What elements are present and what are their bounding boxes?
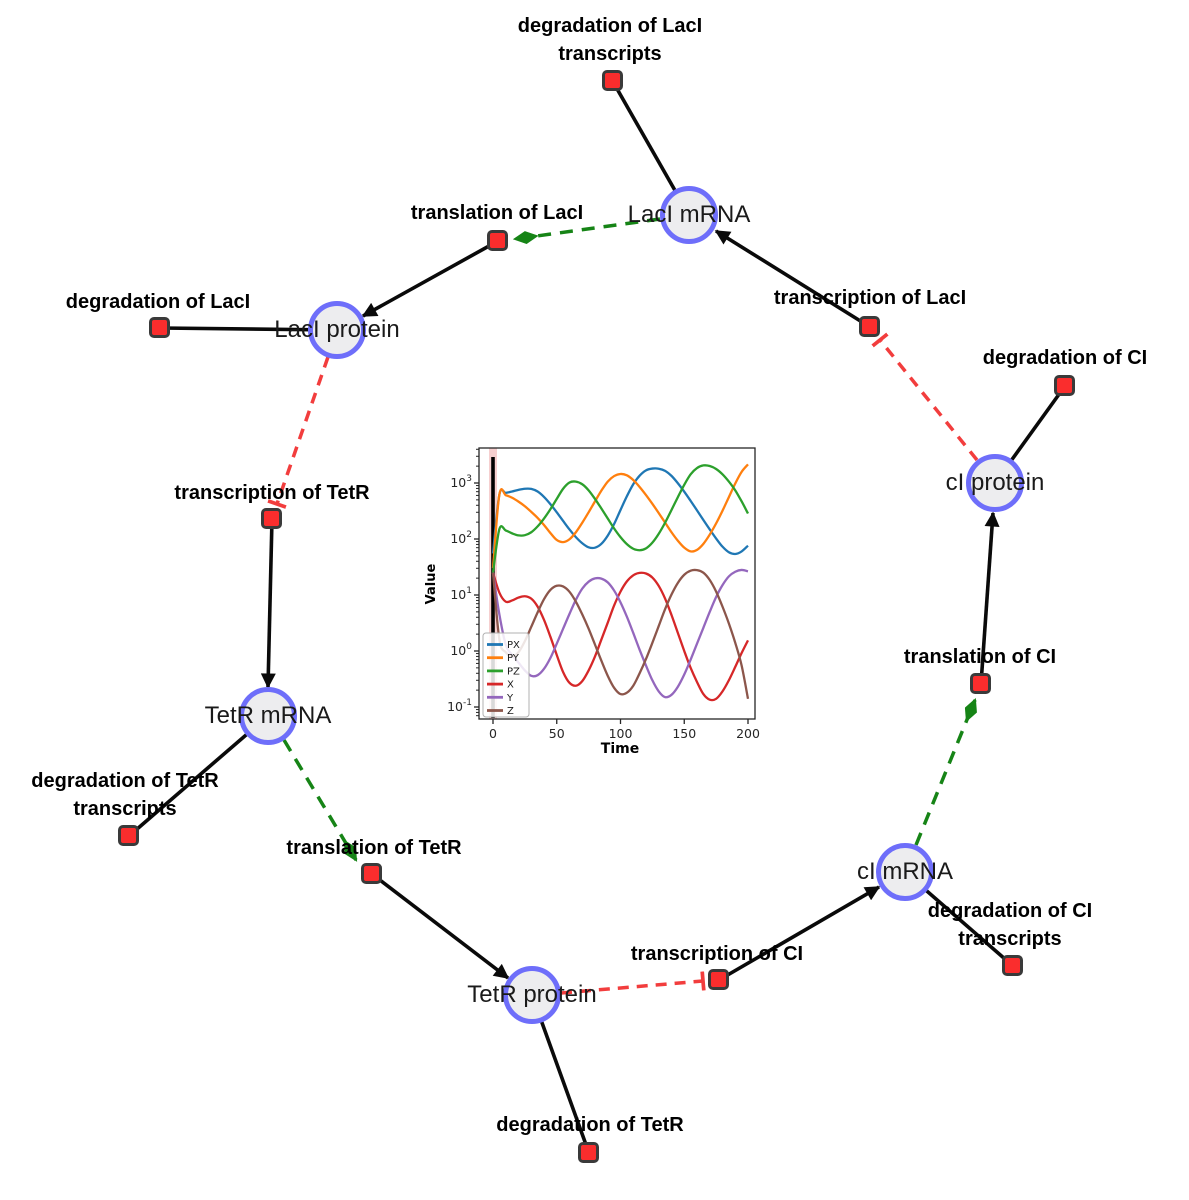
y-tick-label: 101 — [450, 586, 472, 602]
reaction-label-degradation-laci: degradation of LacI — [65, 291, 251, 313]
reaction-label-translation-tetr: translation of TetR — [286, 837, 462, 859]
reaction-node-degradation-tetr[interactable] — [578, 1142, 599, 1163]
series-line-PZ — [491, 464, 750, 573]
legend-label-Y: Y — [506, 693, 514, 704]
x-tick-label: 200 — [736, 726, 760, 741]
reaction-label-transcription-tetr: transcription of TetR — [174, 482, 370, 504]
series-line-PX — [491, 467, 749, 556]
legend-label-PY: PY — [507, 653, 520, 664]
edge-tetrmrna-deg-transcripts — [127, 714, 270, 838]
edge-cimrna-modifies-translation — [914, 697, 977, 846]
edge-laciprotein-represses-tetr — [267, 356, 330, 509]
series-line-PY — [491, 463, 749, 569]
series-line-X — [491, 571, 750, 702]
reaction-node-transcription-ci[interactable] — [708, 969, 729, 990]
edge-transcription-tetr-to-mrna — [260, 518, 276, 689]
species-label-tetr-mrna: TetR mRNA — [204, 702, 332, 729]
species-node-laci-protein[interactable] — [308, 301, 366, 359]
legend: PX PY PZ XYZ — [482, 632, 530, 718]
edge-ciprotein-represses-laci — [871, 332, 979, 462]
y-tick-label: 10-1 — [447, 698, 472, 714]
species-label-ci-protein: cI protein — [945, 469, 1045, 496]
x-tick-label: 50 — [549, 726, 565, 741]
species-node-ci-mrna[interactable] — [876, 843, 934, 901]
species-label-laci-protein: LacI protein — [274, 316, 400, 343]
y-tick-label: 100 — [450, 642, 472, 658]
edge-transcription-laci-to-mrna — [714, 229, 871, 329]
edge-translation-ci-to-protein — [979, 511, 1000, 685]
reaction-node-translation-ci[interactable] — [970, 673, 991, 694]
species-node-tetr-mrna[interactable] — [239, 687, 297, 745]
x-tick-label: 100 — [609, 726, 633, 741]
reaction-node-degradation-ci-transcripts[interactable] — [1002, 955, 1023, 976]
edge-laciprotein-deg — [159, 326, 338, 332]
axes-frame — [478, 447, 756, 720]
reaction-node-translation-tetr[interactable] — [361, 863, 382, 884]
reaction-label-transcription-ci: transcription of CI — [630, 943, 804, 965]
reaction-label-degradation-ci-transcripts: degradation of CI transcripts — [927, 900, 1093, 950]
reaction-node-degradation-laci[interactable] — [149, 317, 170, 338]
edge-translation-tetr-to-protein — [370, 872, 510, 980]
series-line-Z — [491, 568, 750, 700]
reaction-node-translation-laci[interactable] — [487, 230, 508, 251]
species-label-laci-mrna: LacI mRNA — [627, 201, 751, 228]
species-node-laci-mrna[interactable] — [660, 186, 718, 244]
reaction-node-degradation-laci-transcripts[interactable] — [602, 70, 623, 91]
legend-label-Z: Z — [507, 706, 514, 717]
reaction-node-transcription-laci[interactable] — [859, 316, 880, 337]
reaction-label-degradation-tetr-transcripts: degradation of TetR transcripts — [31, 770, 219, 820]
edge-transcription-ci-to-mrna — [718, 885, 881, 982]
edge-translation-laci-to-protein — [361, 239, 499, 318]
reaction-node-degradation-tetr-transcripts[interactable] — [118, 825, 139, 846]
reaction-node-transcription-tetr[interactable] — [261, 508, 282, 529]
edge-lacimrna-modifies-translation — [512, 217, 661, 244]
legend-label-X: X — [507, 680, 514, 691]
reaction-label-transcription-laci: transcription of LacI — [773, 287, 967, 309]
x-tick-label: 150 — [672, 726, 696, 741]
reaction-label-translation-ci: translation of CI — [903, 646, 1057, 668]
species-node-ci-protein[interactable] — [966, 454, 1024, 512]
reaction-label-degradation-laci-transcripts: degradation of LacI transcripts — [517, 15, 703, 65]
inset-timeseries-chart: 0 50 100 150 20010310210110010-1TimeValuePXP… — [424, 447, 760, 757]
species-label-tetr-protein: TetR protein — [467, 981, 597, 1008]
reaction-node-degradation-ci[interactable] — [1054, 375, 1075, 396]
reaction-label-degradation-tetr: degradation of TetR — [496, 1114, 684, 1136]
x-tick-label: 0 — [489, 726, 497, 741]
species-node-tetr-protein[interactable] — [503, 966, 561, 1024]
species-label-ci-mrna: cI mRNA — [857, 858, 953, 885]
series-line-Y — [491, 568, 749, 699]
y-tick-label: 103 — [450, 474, 472, 490]
y-tick-label: 102 — [450, 530, 472, 546]
legend-label-PX: PX — [507, 640, 520, 651]
legend-label-PZ: PZ — [507, 666, 520, 677]
reaction-label-degradation-ci: degradation of CI — [982, 347, 1148, 369]
reaction-label-translation-laci: translation of LacI — [410, 202, 584, 224]
x-axis-title: Time — [601, 741, 639, 757]
series-layer — [491, 463, 750, 702]
edge-tetrprotein-represses-ci — [560, 971, 706, 995]
edge-tetrmrna-modifies-translation — [282, 739, 358, 862]
y-axis-title: Value — [424, 563, 439, 604]
